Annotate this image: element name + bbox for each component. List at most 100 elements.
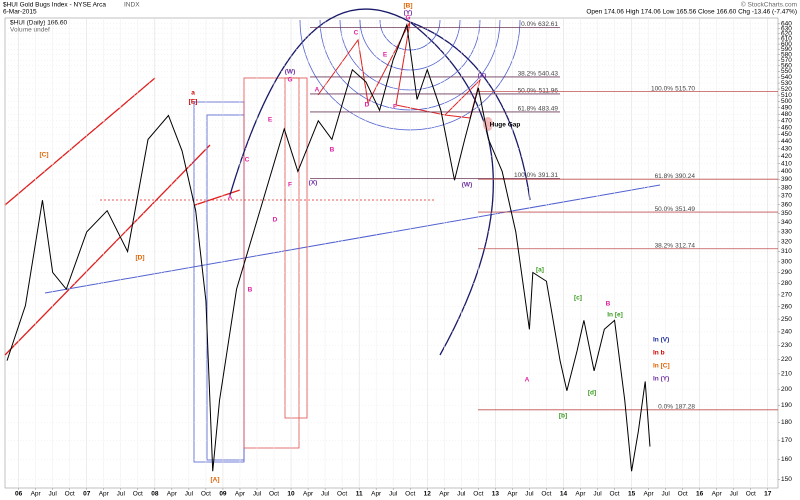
y-tick-label: 290	[781, 269, 792, 276]
y-tick-label: 350	[781, 210, 792, 217]
y-tick-label: 330	[781, 229, 792, 236]
y-tick-label: 270	[781, 292, 792, 299]
x-tick-label: Oct	[678, 491, 688, 498]
fib-value: 483.49	[538, 106, 558, 113]
wave-label: F	[393, 104, 397, 111]
fib-pct: 61.8%	[518, 106, 537, 113]
y-tick-label: 160	[781, 456, 792, 463]
y-tick-label: 640	[781, 21, 792, 28]
y-tick-label: 190	[781, 402, 792, 409]
y-tick-label: 550	[781, 68, 792, 75]
x-tick-label: Jul	[525, 491, 534, 498]
y-tick-label: 480	[781, 111, 792, 118]
y-tick-label: 390	[781, 176, 792, 183]
fib-value: 312.74	[675, 242, 695, 249]
x-tick-label: 06	[15, 491, 23, 498]
fib-pct: 0.0%	[521, 21, 536, 28]
x-tick-label: Jul	[457, 491, 466, 498]
x-tick-label: Apr	[712, 491, 723, 498]
x-tick-label: Apr	[99, 491, 110, 498]
fib-pct: 61.8%	[655, 173, 674, 180]
y-tick-label: 300	[781, 259, 792, 266]
wave-label: B	[248, 287, 253, 294]
price-line	[6, 22, 651, 472]
wave-label: (Y)	[404, 10, 413, 17]
y-tick-label: 210	[781, 371, 792, 378]
fib-value: 187.28	[675, 404, 695, 411]
wave-label: [C]	[39, 152, 48, 159]
y-tick-label: 580	[781, 51, 792, 58]
x-tick-label: 16	[696, 491, 704, 498]
x-tick-label: 15	[628, 491, 636, 498]
x-tick-label: 14	[560, 491, 568, 498]
y-tick-label: 560	[781, 62, 792, 69]
y-tick-label: 260	[781, 303, 792, 310]
y-tick-label: 570	[781, 57, 792, 64]
wave-label: In (Y)	[653, 376, 669, 383]
y-tick-label: 400	[781, 168, 792, 175]
wave-label: [b]	[559, 413, 567, 420]
x-tick-label: Apr	[235, 491, 246, 498]
y-tick-label: 430	[781, 145, 792, 152]
legend-main: $HUI (Daily) 166.60	[10, 20, 67, 27]
x-tick-label: Jul	[321, 491, 330, 498]
x-tick-label: Oct	[541, 491, 551, 498]
fib-value: 632.61	[538, 21, 558, 28]
x-tick-label: Jul	[593, 491, 602, 498]
wave-label: F	[288, 182, 292, 189]
x-tick-label: 11	[356, 491, 363, 498]
x-tick-label: Jul	[730, 491, 739, 498]
wave-label: In [e]	[607, 312, 623, 319]
y-tick-label: 510	[781, 92, 792, 99]
x-tick-label: 13	[492, 491, 500, 498]
wave-label: G	[287, 77, 292, 84]
y-tick-label: 150	[781, 476, 792, 483]
x-tick-label: Oct	[746, 491, 756, 498]
fib-pct: 50.0%	[655, 206, 674, 213]
x-tick-label: Oct	[269, 491, 279, 498]
y-tick-label: 630	[781, 25, 792, 32]
x-tick-label: Apr	[167, 491, 178, 498]
x-tick-label: 12	[424, 491, 432, 498]
fib-value: 511.96	[539, 88, 559, 95]
y-tick-label: 450	[781, 131, 792, 138]
fib-pct: 50.0%	[518, 88, 537, 95]
x-tick-label: Apr	[439, 491, 450, 498]
wave-label: (X)	[478, 73, 487, 80]
wave-label: Huge Gap	[490, 122, 521, 129]
wave-label: E	[268, 117, 273, 124]
wave-label: E	[383, 52, 388, 59]
wave-label: In (V)	[653, 337, 669, 344]
fib-value: 515.70	[675, 85, 695, 92]
x-tick-label: Oct	[473, 491, 483, 498]
x-tick-label: Jul	[49, 491, 58, 498]
wave-label: In [C]	[653, 363, 670, 370]
wave-label: [D]	[135, 255, 144, 262]
y-tick-label: 200	[781, 386, 792, 393]
wave-label: (X)	[309, 180, 318, 187]
x-tick-label: Apr	[31, 491, 42, 498]
y-tick-label: 230	[781, 342, 792, 349]
wave-label: A	[228, 195, 233, 202]
wave-label: (W)	[462, 182, 472, 189]
date: 6-Mar-2015	[3, 9, 37, 16]
credit: © StockCharts.com	[741, 1, 797, 9]
fib-pct: 100.0%	[651, 85, 673, 92]
fib-pct: 0.0%	[658, 404, 673, 411]
x-tick-label: Apr	[644, 491, 655, 498]
x-tick-label: Oct	[133, 491, 143, 498]
x-tick-label: 08	[151, 491, 159, 498]
y-tick-label: 460	[781, 124, 792, 131]
y-tick-label: 610	[781, 36, 792, 43]
y-tick-label: 180	[781, 419, 792, 426]
box	[284, 77, 308, 419]
y-tick-label: 250	[781, 316, 792, 323]
x-tick-label: Oct	[65, 491, 75, 498]
x-tick-label: 10	[287, 491, 295, 498]
wave-label: [A]	[210, 477, 219, 484]
y-tick-label: 600	[781, 41, 792, 48]
wave-label: D	[273, 217, 278, 224]
x-tick-label: Jul	[389, 491, 398, 498]
y-tick-label: 440	[781, 138, 792, 145]
